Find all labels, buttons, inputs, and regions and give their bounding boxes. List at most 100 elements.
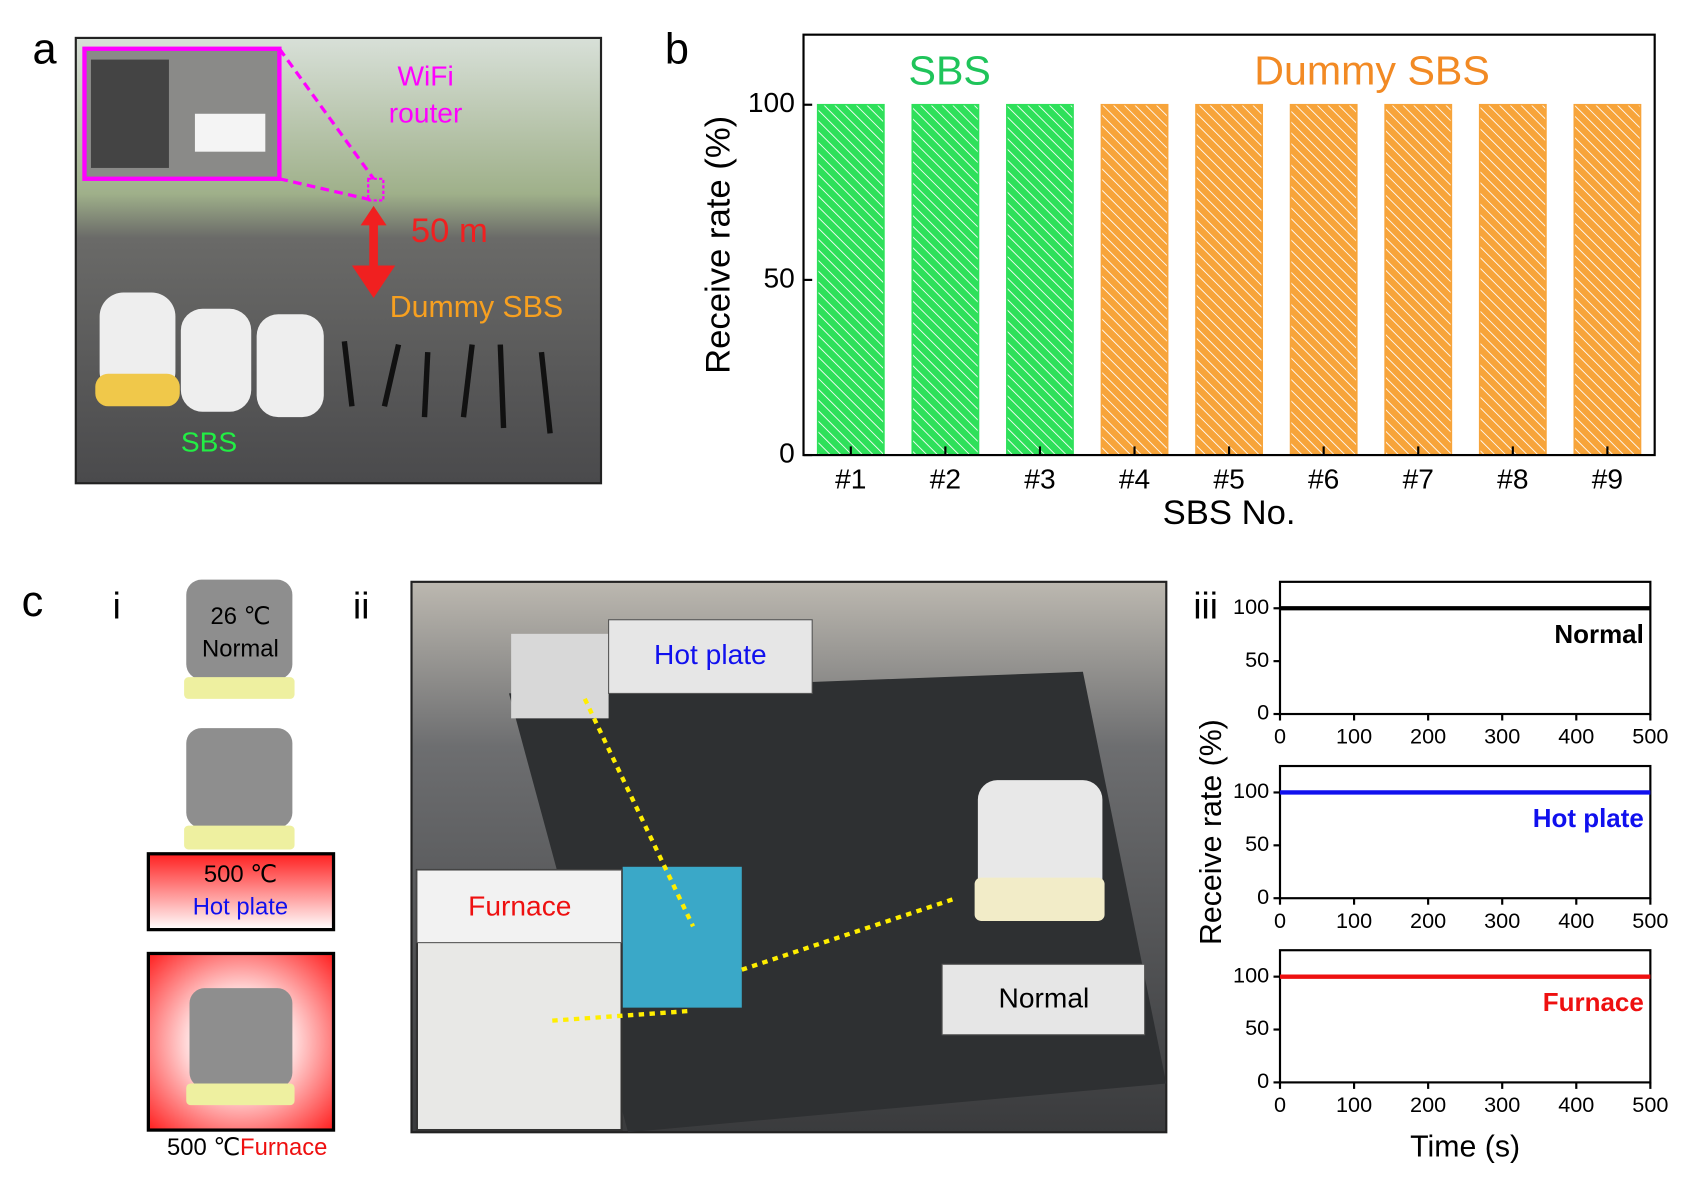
y-tick-label: 0	[1257, 884, 1269, 909]
x-tick-label: #4	[1119, 464, 1150, 495]
condition: Normal	[202, 635, 279, 662]
panel-label: b	[665, 25, 689, 73]
y-tick-label: 50	[764, 262, 795, 293]
label-box	[608, 619, 813, 694]
dummy-sbs	[341, 340, 553, 434]
bar	[1195, 103, 1264, 456]
label: Furnace	[468, 890, 571, 921]
x-tick-label: 100	[1336, 908, 1372, 933]
x-tick-label: 200	[1410, 908, 1446, 933]
label-box	[941, 963, 1146, 1036]
y-tick-label: 100	[1233, 962, 1269, 987]
x-tick-label: 500	[1632, 1092, 1668, 1117]
x-tick-label: 0	[1274, 724, 1286, 749]
plot-frame	[1278, 949, 1652, 1084]
y-axis-label: Receive rate (%)	[1195, 719, 1228, 945]
label: Normal	[999, 982, 1090, 1013]
x-tick-label: 0	[1274, 1092, 1286, 1117]
x-tick-label: #9	[1592, 464, 1623, 495]
bar	[1100, 103, 1169, 456]
y-tick-label: 0	[1257, 1068, 1269, 1093]
sbs-base	[184, 825, 295, 850]
sbs	[180, 308, 252, 412]
panel-label: a	[32, 25, 57, 73]
y-tick-label: 100	[1233, 778, 1269, 803]
x-tick-label: 0	[1274, 908, 1286, 933]
x-axis-label: Time (s)	[1410, 1131, 1520, 1164]
link-arrows	[552, 697, 954, 1023]
x-tick-label: 300	[1484, 724, 1520, 749]
dummy-label: Dummy SBS	[390, 291, 563, 324]
x-tick-label: 400	[1558, 1092, 1594, 1117]
series-label: Furnace	[1543, 987, 1644, 1017]
x-tick-label: 300	[1484, 1092, 1520, 1117]
plot-frame	[1278, 764, 1652, 900]
x-tick-label: 400	[1558, 908, 1594, 933]
annotation: Dummy SBS	[1254, 48, 1489, 94]
x-tick-label: #6	[1308, 464, 1339, 495]
arrow-head	[351, 265, 396, 298]
x-tick-label: 500	[1632, 908, 1668, 933]
x-axis-label: SBS No.	[1163, 494, 1296, 532]
x-tick-label: 100	[1336, 724, 1372, 749]
sbs	[256, 314, 324, 418]
photo-c-ii: Hot plate Furnace Normal	[410, 580, 1168, 1134]
laptop	[90, 59, 169, 168]
series-label: Hot plate	[1533, 803, 1644, 833]
bar	[1573, 103, 1642, 456]
y-tick-label: 100	[748, 87, 795, 118]
sbs	[99, 292, 176, 396]
bar	[1289, 103, 1358, 456]
bar	[911, 103, 980, 456]
distance-label: 50 m	[411, 212, 488, 250]
sbs-hot	[186, 728, 293, 828]
x-tick-label: #7	[1403, 464, 1434, 495]
arrow-head	[360, 205, 387, 226]
y-tick-label: 0	[1257, 700, 1269, 725]
sbs-base	[95, 373, 180, 407]
x-tick-label: #2	[930, 464, 961, 495]
router-label: router	[389, 97, 463, 128]
sbs-normal	[186, 579, 293, 680]
bar	[816, 103, 885, 456]
bar	[1384, 103, 1453, 456]
y-tick-label: 0	[779, 437, 795, 468]
panel-label: ii	[353, 586, 369, 627]
hot-plate-photo	[511, 633, 609, 719]
bar	[1478, 103, 1547, 456]
label-box	[416, 869, 623, 944]
laptop-screen	[622, 866, 742, 1008]
annotation: SBS	[909, 48, 991, 94]
zoom-line	[278, 47, 375, 180]
x-tick-label: 200	[1410, 724, 1446, 749]
x-tick-label: 100	[1336, 1092, 1372, 1117]
x-tick-label: 500	[1632, 724, 1668, 749]
y-tick-label: 50	[1245, 1015, 1269, 1040]
panel-label: iii	[1193, 586, 1218, 627]
x-tick-label: 200	[1410, 1092, 1446, 1117]
temp: 500 ℃	[167, 1134, 240, 1161]
panel-label: i	[113, 586, 121, 627]
panel-c-i: 26 ℃ Normal 500 ℃ Hot plate 500 ℃ Furnac…	[146, 579, 336, 1161]
x-tick-label: #3	[1024, 464, 1055, 495]
bar	[1006, 103, 1074, 456]
photo-a: WiFi router 50 m Dummy SBS SBS	[74, 36, 603, 485]
y-tick-label: 100	[1233, 594, 1269, 619]
series-label: Normal	[1554, 619, 1644, 649]
router-box	[367, 177, 385, 202]
hot-plate	[146, 852, 336, 932]
x-tick-label: #8	[1497, 464, 1528, 495]
zoom-line	[279, 177, 374, 203]
condition: Hot plate	[193, 893, 288, 920]
plot-frame	[802, 33, 1656, 457]
temp: 500 ℃	[204, 861, 277, 888]
sbs-base	[184, 677, 295, 699]
sbs-base	[186, 1083, 295, 1106]
y-tick-label: 50	[1245, 647, 1269, 672]
router	[194, 113, 266, 152]
x-tick-label: 300	[1484, 908, 1520, 933]
y-tick-label: 50	[1245, 831, 1269, 856]
x-tick-label: #5	[1213, 464, 1244, 495]
label: Hot plate	[654, 639, 767, 670]
